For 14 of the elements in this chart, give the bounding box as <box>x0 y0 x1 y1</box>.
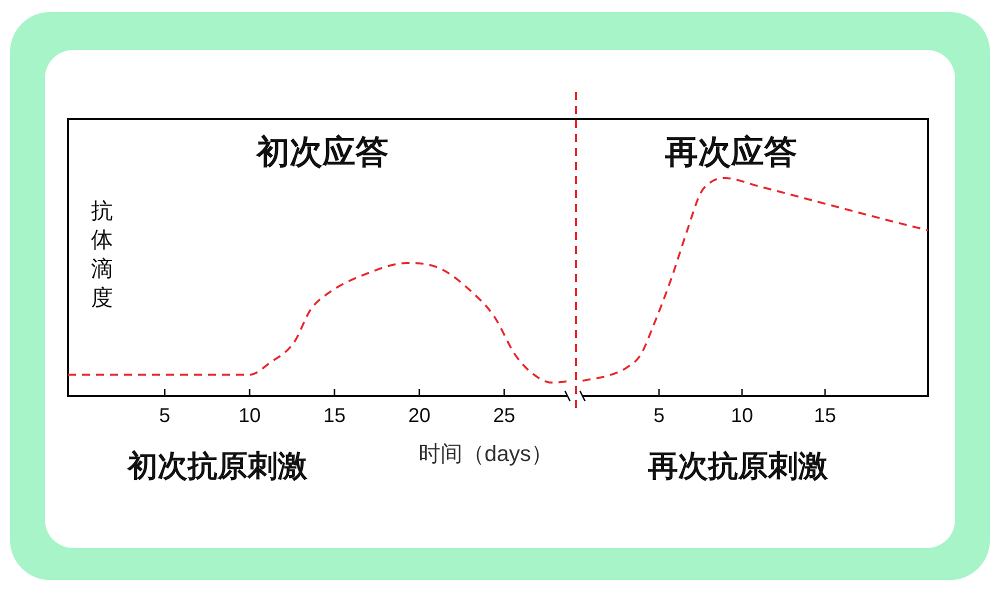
x-tick-label: 5 <box>159 405 170 427</box>
x-tick-label: 20 <box>408 405 430 427</box>
x-tick-label: 10 <box>730 405 754 427</box>
x-axis-title: 时间（days） <box>418 441 553 466</box>
x-tick-label: 25 <box>493 405 516 427</box>
chart-title: 再次应答 <box>664 133 797 170</box>
chart-title: 初次应答 <box>255 133 388 170</box>
x-tick-label: 15 <box>814 405 836 427</box>
text: 再次抗原刺激 <box>646 450 829 483</box>
x-tick-label: 10 <box>238 405 261 427</box>
text: 初次抗原刺激 <box>126 449 309 483</box>
y-axis-title: 抗体滴度 <box>91 198 113 310</box>
x-tick-label: 15 <box>323 405 346 427</box>
x-tick-label: 5 <box>653 405 665 427</box>
